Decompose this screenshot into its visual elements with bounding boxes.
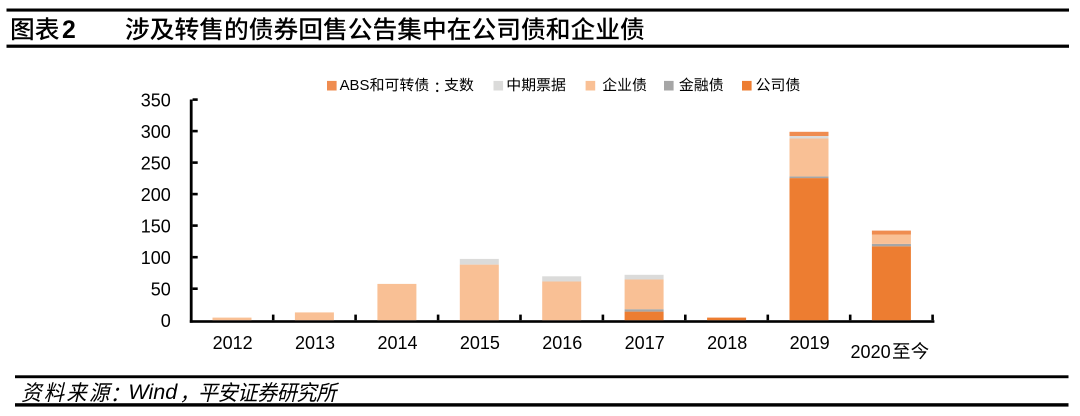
svg-text:250: 250 bbox=[141, 154, 171, 174]
svg-text:2: 2 bbox=[62, 17, 76, 44]
svg-text:0: 0 bbox=[161, 311, 171, 331]
svg-text:Wind: Wind bbox=[128, 379, 178, 404]
svg-text:2015: 2015 bbox=[460, 333, 500, 353]
svg-text:100: 100 bbox=[141, 248, 171, 268]
svg-text:350: 350 bbox=[141, 91, 171, 111]
svg-text:2012: 2012 bbox=[213, 333, 253, 353]
svg-text:200: 200 bbox=[141, 185, 171, 205]
svg-text:2017: 2017 bbox=[625, 333, 665, 353]
svg-text:150: 150 bbox=[141, 217, 171, 237]
svg-text:2019: 2019 bbox=[790, 333, 830, 353]
svg-text:2013: 2013 bbox=[295, 333, 335, 353]
svg-text:2014: 2014 bbox=[377, 333, 417, 353]
svg-text:50: 50 bbox=[151, 280, 171, 300]
svg-text:2018: 2018 bbox=[707, 333, 747, 353]
svg-text:300: 300 bbox=[141, 122, 171, 142]
svg-text:2020: 2020 bbox=[851, 342, 891, 362]
svg-text:ABS: ABS bbox=[340, 78, 370, 94]
svg-text:2016: 2016 bbox=[542, 333, 582, 353]
